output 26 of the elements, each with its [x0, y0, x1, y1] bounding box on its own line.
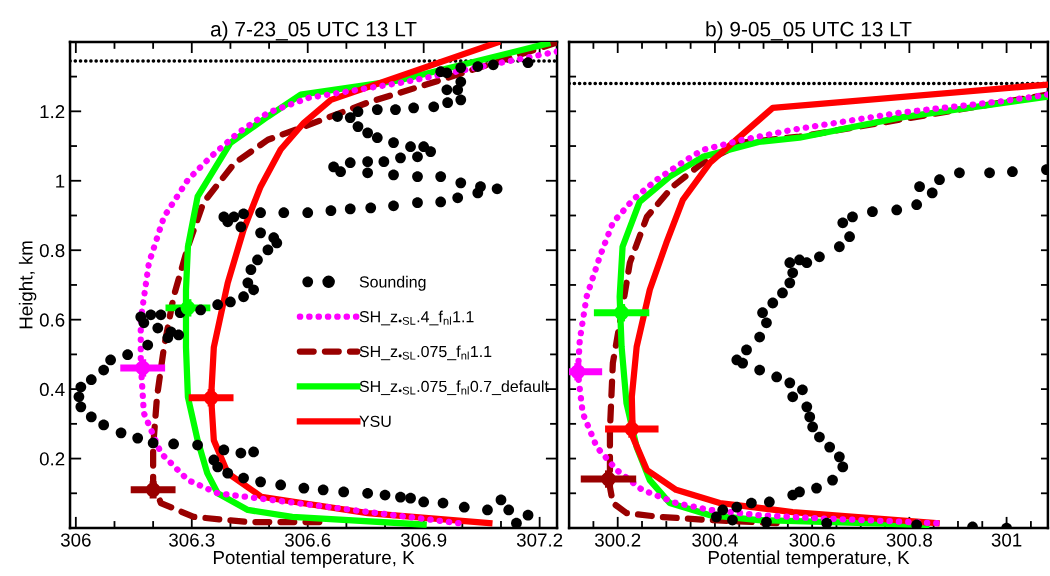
- legend-label: SH_z$_{•SL}$.4_f$_{nl}$1.1: [359, 310, 474, 326]
- x-axis-title: Potential temperature, K: [708, 550, 910, 568]
- y-tick-label: 0.4: [39, 382, 65, 397]
- legend-label: YSU: [359, 415, 391, 427]
- y-tick-label: 1.2: [40, 105, 65, 119]
- x-axis-title: Potential temperature, K: [213, 550, 415, 568]
- x-tick-label: 306.3: [169, 533, 215, 547]
- y-tick-label: 0.8: [39, 243, 65, 258]
- x-tick-label: 300.6: [789, 533, 835, 547]
- x-tick-label: 307.2: [516, 533, 563, 547]
- legend-label: SH_z$_{•SL}$.075_f$_{nl}$1.1: [359, 345, 492, 361]
- x-tick-label: 306: [60, 533, 91, 547]
- chart-title: a) 7-23_05 UTC 13 LT: [210, 21, 417, 41]
- legend-label: Sounding: [359, 275, 426, 291]
- legend-label: SH_z$_{•SL}$.075_f$_{nl}$0.7_default: [359, 380, 549, 396]
- y-axis-title: Height, km: [18, 241, 37, 329]
- x-tick-label: 300.2: [594, 533, 641, 547]
- y-tick-label: 1: [56, 174, 65, 188]
- x-tick-label: 306.6: [284, 533, 331, 547]
- x-tick-label: 306.9: [400, 533, 447, 547]
- x-tick-label: 300.8: [886, 533, 933, 547]
- x-tick-label: 301: [991, 533, 1022, 547]
- x-tick-label: 300.4: [692, 533, 738, 547]
- chart-title: b) 9-05_05 UTC 13 LT: [706, 21, 912, 41]
- y-tick-label: 0.6: [39, 313, 65, 327]
- y-tick-label: 0.2: [39, 452, 65, 466]
